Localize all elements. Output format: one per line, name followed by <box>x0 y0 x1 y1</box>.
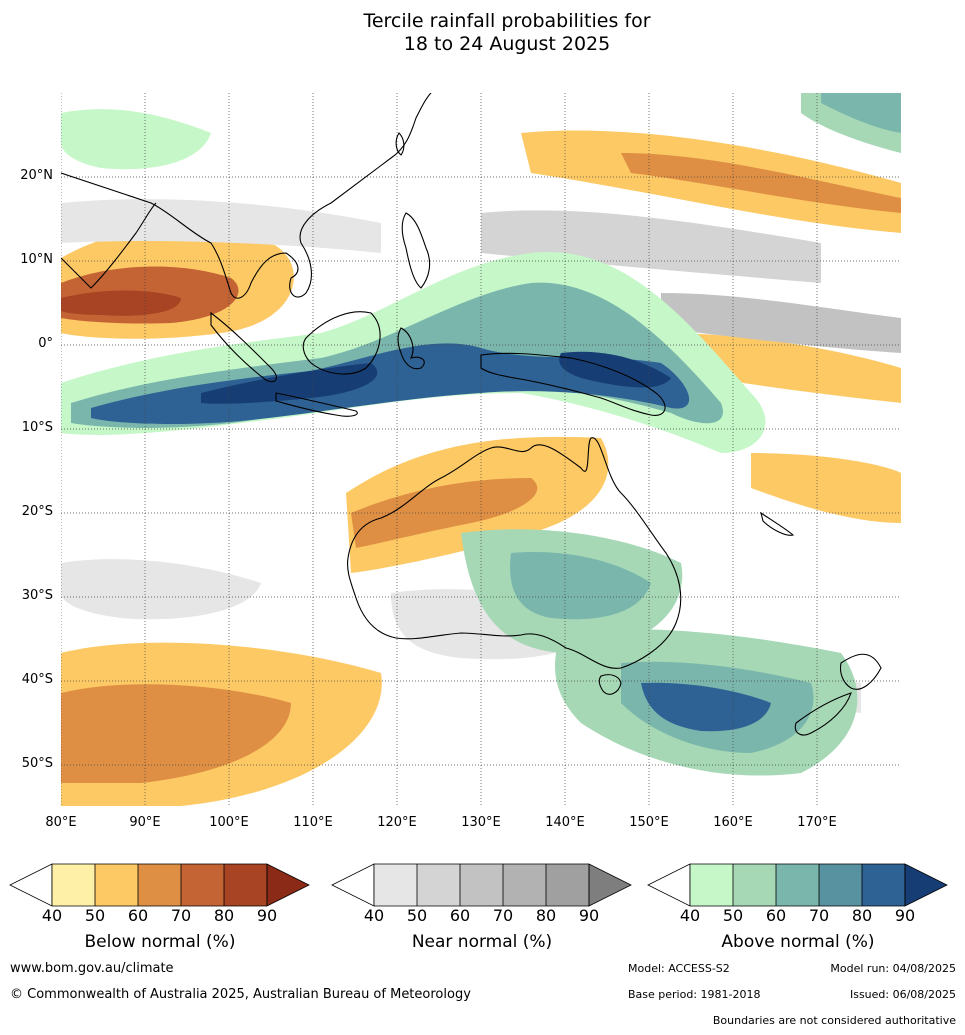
cbar-tick: 70 <box>808 906 830 925</box>
lon-label-170e: 170°E <box>797 815 837 830</box>
cbar-tick: 70 <box>492 906 514 925</box>
above-cbar-bin <box>862 864 905 906</box>
cbar-tick: 90 <box>256 906 278 925</box>
website-link[interactable]: www.bom.gov.au/climate <box>10 961 174 976</box>
cbar-tick: 60 <box>765 906 787 925</box>
cbar-tick: 40 <box>363 906 385 925</box>
below-cbar-bin <box>224 864 267 906</box>
above-normal-colorbar <box>647 863 948 907</box>
cbar-tick: 40 <box>679 906 701 925</box>
near-cbar-extend-low <box>331 863 375 907</box>
map-canvas <box>61 93 901 806</box>
above-cbar-extend-high <box>904 863 948 907</box>
lon-label-120e: 120°E <box>377 815 417 830</box>
title-line-1: Tercile rainfall probabilities for <box>363 10 651 32</box>
below-normal-colorbar <box>9 863 310 907</box>
cbar-tick: 50 <box>406 906 428 925</box>
below-cbar-extend-high <box>266 863 310 907</box>
below-cbar-bin <box>181 864 224 906</box>
lon-label-130e: 130°E <box>461 815 501 830</box>
below-cbar-bin <box>138 864 181 906</box>
above-cbar-bin <box>776 864 819 906</box>
sumatra-coastline <box>210 311 277 383</box>
cbar-tick: 40 <box>41 906 63 925</box>
above-cbar-extend-low <box>647 863 691 907</box>
lat-label-50s: 50°S <box>21 756 53 771</box>
below-cbar-bin <box>95 864 138 906</box>
cbar-tick: 60 <box>127 906 149 925</box>
java-coastline <box>275 392 358 417</box>
near-cbar-bin <box>546 864 589 906</box>
near-normal-label: Near normal (%) <box>411 932 553 952</box>
new-zealand-coastline <box>794 653 882 736</box>
cbar-tick: 60 <box>449 906 471 925</box>
taiwan-coastline <box>395 132 405 156</box>
lat-label-30s: 30°S <box>21 588 53 603</box>
base-period: Base period: 1981-2018 <box>628 988 761 1001</box>
lat-label-20n: 20°N <box>20 168 53 183</box>
near-cbar-bin <box>460 864 503 906</box>
model-name: Model: ACCESS-S2 <box>628 962 730 975</box>
lon-label-90e: 90°E <box>129 815 161 830</box>
above-normal-label: Above normal (%) <box>721 932 875 952</box>
title-line-2: 18 to 24 August 2025 <box>403 33 611 55</box>
cbar-tick: 90 <box>894 906 916 925</box>
near-cbar-bin <box>374 864 417 906</box>
borneo-coastline <box>302 311 381 375</box>
lon-label-110e: 110°E <box>293 815 333 830</box>
copyright-text: © Commonwealth of Australia 2025, Austra… <box>10 987 471 1002</box>
tasmania-coastline <box>598 674 622 695</box>
near-cbar-extend-high <box>588 863 632 907</box>
map-title: Tercile rainfall probabilities for 18 to… <box>0 10 965 56</box>
cbar-tick: 70 <box>170 906 192 925</box>
above-cbar-bin <box>690 864 733 906</box>
new-caledonia-coastline <box>760 511 795 536</box>
boundaries-disclaimer: Boundaries are not considered authoritat… <box>712 1014 956 1027</box>
australia-coastline <box>347 437 682 669</box>
near-cbar-bin <box>417 864 460 906</box>
cbar-tick: 80 <box>213 906 235 925</box>
lon-label-100e: 100°E <box>209 815 249 830</box>
cbar-tick: 80 <box>851 906 873 925</box>
lat-label-10s: 10°S <box>21 420 53 435</box>
above-cbar-bin <box>819 864 862 906</box>
cbar-tick: 50 <box>722 906 744 925</box>
lat-label-20s: 20°S <box>21 504 53 519</box>
lon-label-160e: 160°E <box>713 815 753 830</box>
cbar-tick: 50 <box>84 906 106 925</box>
new-guinea-coastline <box>480 352 666 416</box>
asia-coastline <box>61 93 432 299</box>
cbar-tick: 90 <box>578 906 600 925</box>
near-normal-colorbar <box>331 863 632 907</box>
lon-label-150e: 150°E <box>629 815 669 830</box>
lat-label-40s: 40°S <box>21 672 53 687</box>
above-cbar-bin <box>733 864 776 906</box>
lat-label-10n: 10°N <box>20 252 53 267</box>
probability-map <box>61 93 901 806</box>
issued-date: Issued: 06/08/2025 <box>849 988 956 1001</box>
near-cbar-bin <box>503 864 546 906</box>
coastlines <box>61 93 882 736</box>
below-cbar-extend-low <box>9 863 53 907</box>
model-run-date: Model run: 04/08/2025 <box>830 962 956 975</box>
philippines-coastline <box>401 212 431 289</box>
below-cbar-bin <box>52 864 95 906</box>
india-coastline <box>61 202 157 289</box>
sulawesi-coastline <box>397 327 425 370</box>
lat-label-0: 0° <box>38 336 53 351</box>
lon-label-80e: 80°E <box>45 815 77 830</box>
cbar-tick: 80 <box>535 906 557 925</box>
below-normal-label: Below normal (%) <box>84 932 236 952</box>
lon-label-140e: 140°E <box>545 815 585 830</box>
